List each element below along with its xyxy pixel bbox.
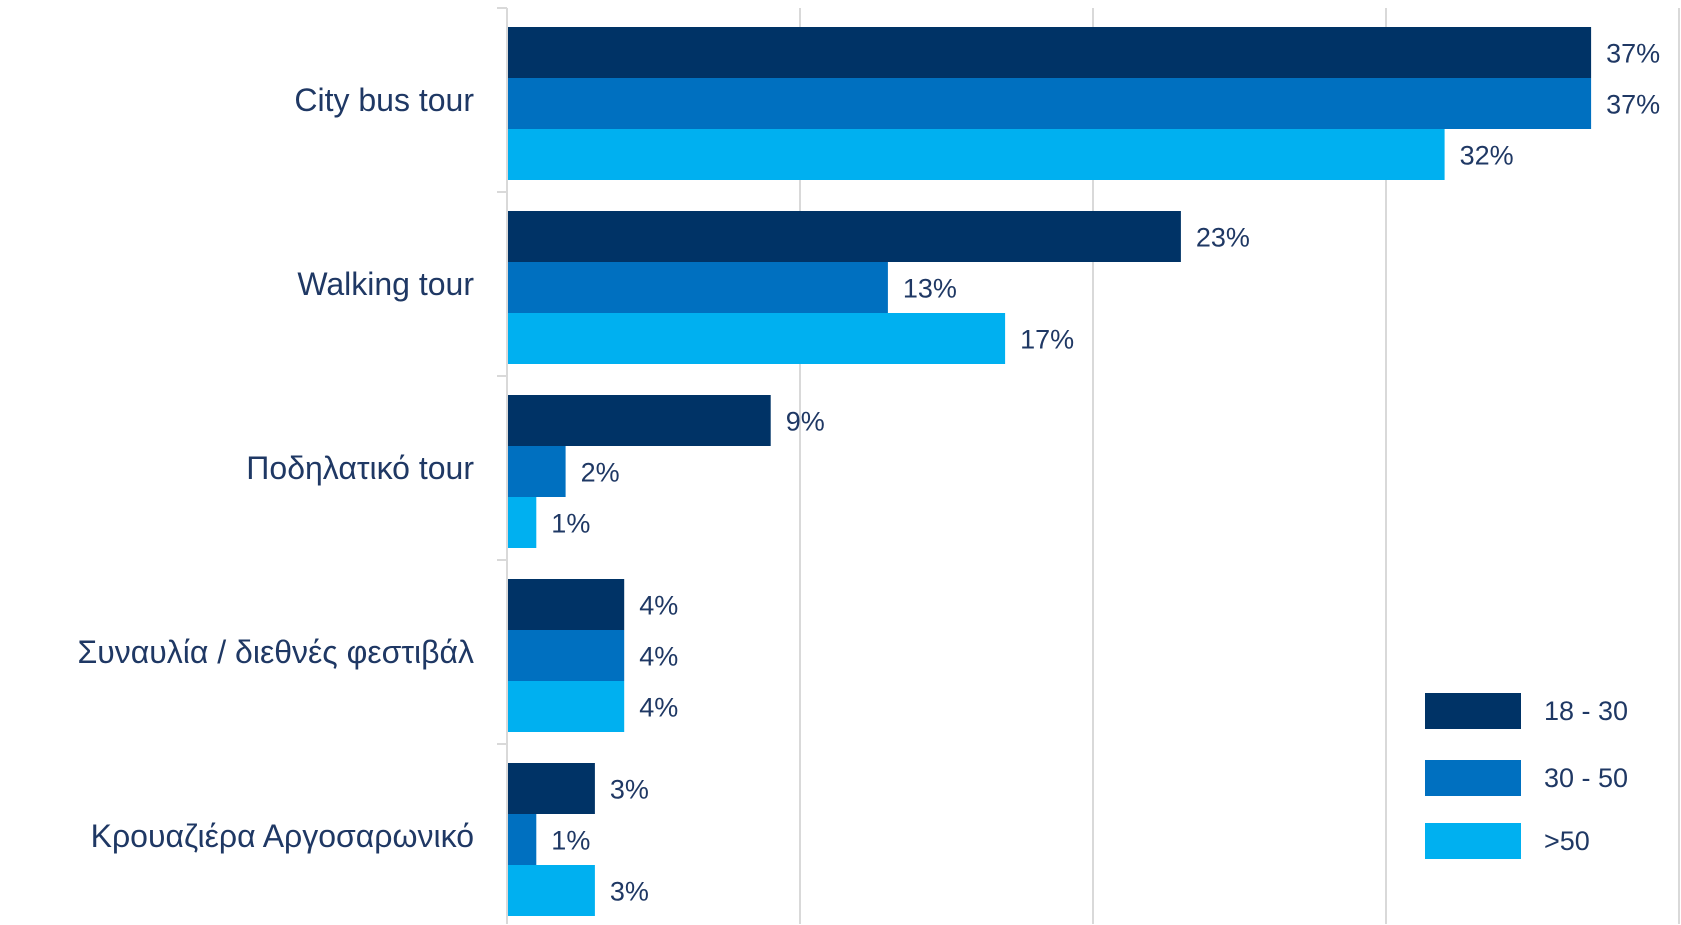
legend-swatch xyxy=(1425,693,1521,729)
data-label: 37% xyxy=(1606,39,1660,69)
data-label: 32% xyxy=(1460,141,1514,171)
data-label: 1% xyxy=(551,826,590,856)
bar xyxy=(507,497,537,548)
data-label: 4% xyxy=(639,642,678,672)
data-label: 2% xyxy=(581,458,620,488)
legend-swatch xyxy=(1425,823,1521,859)
bar xyxy=(507,211,1181,262)
bar xyxy=(507,395,771,446)
bar xyxy=(507,129,1445,180)
bar xyxy=(507,313,1006,364)
bar xyxy=(507,27,1592,78)
data-label: 4% xyxy=(639,591,678,621)
data-label: 9% xyxy=(786,407,825,437)
legend-label: >50 xyxy=(1544,826,1590,856)
data-label: 37% xyxy=(1606,90,1660,120)
bar xyxy=(507,814,537,865)
bar xyxy=(507,865,595,916)
data-label: 3% xyxy=(610,775,649,805)
data-label: 13% xyxy=(903,274,957,304)
legend-label: 30 - 50 xyxy=(1544,763,1628,793)
bar xyxy=(507,78,1592,129)
data-label: 3% xyxy=(610,877,649,907)
data-label: 17% xyxy=(1020,325,1074,355)
data-label: 4% xyxy=(639,693,678,723)
legend-swatch xyxy=(1425,760,1521,796)
bar xyxy=(507,446,566,497)
bar xyxy=(507,579,625,630)
category-label: Ποδηλατικό tour xyxy=(246,450,474,486)
category-label: Κρουαζιέρα Αργοσαρωνικό xyxy=(91,818,474,854)
bar xyxy=(507,681,625,732)
value-labels: 37% 37% 32% 23% 13% 17% 9% 2% 1% 4% 4% 4% 3% 1% 3% xyxy=(551,39,1660,907)
data-label: 23% xyxy=(1196,223,1250,253)
data-label: 1% xyxy=(551,509,590,539)
category-label: Walking tour xyxy=(297,266,474,302)
category-label: City bus tour xyxy=(294,82,474,118)
legend: 18 - 30 30 - 50 >50 xyxy=(1425,693,1628,859)
bar xyxy=(507,262,888,313)
category-label: Συναυλία / διεθνές φεστιβάλ xyxy=(77,634,474,670)
bar xyxy=(507,630,625,681)
bar xyxy=(507,763,595,814)
bars xyxy=(507,27,1592,916)
category-labels: City bus tour Walking tour Ποδηλατικό tour… xyxy=(77,82,474,854)
y-axis xyxy=(497,7,508,924)
legend-label: 18 - 30 xyxy=(1544,696,1628,726)
